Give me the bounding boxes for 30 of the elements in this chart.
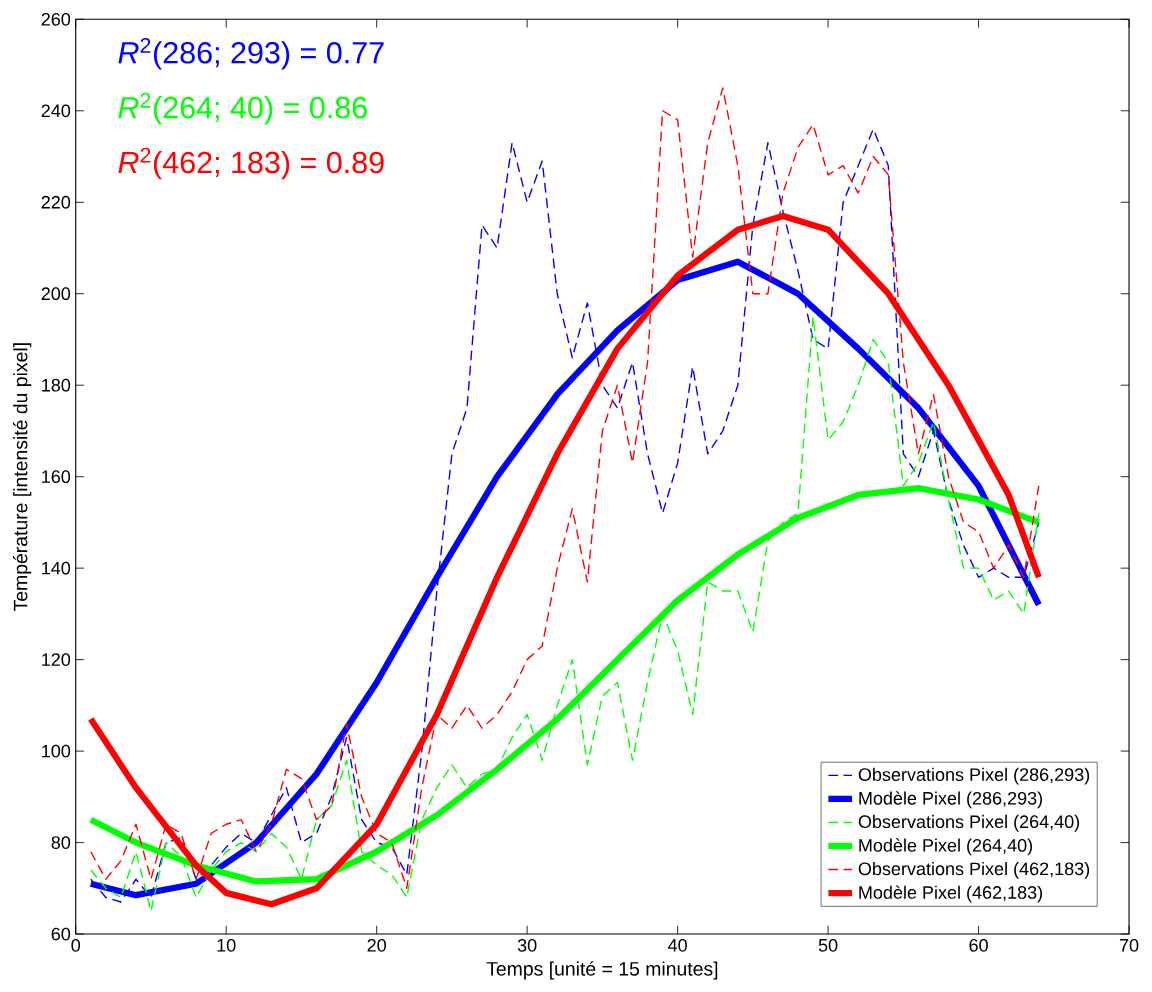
legend-label: Observations Pixel (264,40) (858, 814, 1080, 832)
x-tick-label: 10 (217, 938, 236, 952)
y-axis-title: Température [intensité du pixel] (12, 343, 32, 611)
annotation: R$^{2}$(264; 40) = 0.86 (118, 92, 367, 125)
legend-label: Observations Pixel (462,183) (858, 861, 1090, 879)
annotation: R$^{2}$(462; 183) = 0.89 (118, 147, 384, 180)
y-tick-label: 200 (41, 287, 71, 300)
annotation: R$^{2}$(286; 293) = 0.77 (118, 37, 384, 70)
y-tick-label: 140 (42, 561, 71, 575)
y-tick-label: 240 (41, 104, 71, 117)
legend-label: Observations Pixel (286,293) (858, 767, 1090, 785)
x-tick-label: 20 (367, 938, 386, 952)
legend-label: Modèle Pixel (264,40) (859, 838, 1033, 856)
x-tick-label: 50 (818, 938, 838, 952)
x-tick-label: 0 (71, 938, 81, 952)
y-tick-label: 80 (51, 835, 71, 849)
y-tick-label: 220 (41, 195, 71, 209)
y-tick-label: 260 (41, 12, 71, 26)
x-tick-label: 60 (969, 938, 988, 952)
x-tick-label: 70 (1119, 938, 1139, 952)
legend-label: Modèle Pixel (286,293) (859, 791, 1043, 808)
y-tick-label: 100 (42, 744, 71, 758)
x-tick-label: 30 (517, 938, 537, 952)
x-tick-label: 40 (668, 938, 687, 952)
y-tick-label: 120 (42, 653, 71, 666)
y-tick-label: 180 (42, 378, 71, 392)
y-tick-label: 60 (51, 927, 71, 941)
y-tick-label: 160 (42, 470, 71, 483)
legend-label: Modèle Pixel (462,183) (859, 885, 1043, 903)
x-axis-title: Temps [unité = 15 minutes] (486, 960, 718, 980)
